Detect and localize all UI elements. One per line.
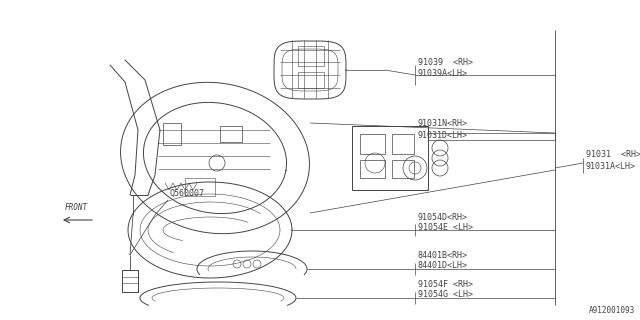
Bar — [392, 160, 414, 178]
Bar — [163, 123, 181, 145]
Text: 84401D<LH>: 84401D<LH> — [418, 261, 468, 270]
Text: FRONT: FRONT — [65, 203, 88, 212]
Text: 91039A<LH>: 91039A<LH> — [418, 69, 468, 78]
Text: 91031A<LH>: 91031A<LH> — [586, 162, 636, 171]
Text: 91054E <LH>: 91054E <LH> — [418, 223, 473, 232]
Text: 84401B<RH>: 84401B<RH> — [418, 251, 468, 260]
Bar — [298, 46, 324, 66]
Bar — [220, 126, 242, 142]
Text: 91031  <RH>: 91031 <RH> — [586, 150, 640, 159]
Bar — [298, 72, 324, 88]
Bar — [392, 134, 414, 154]
Bar — [185, 178, 215, 196]
Bar — [360, 134, 385, 154]
Text: 91031N<RH>: 91031N<RH> — [418, 119, 468, 128]
Text: 91054F <RH>: 91054F <RH> — [418, 280, 473, 289]
Bar — [352, 126, 428, 190]
Bar — [360, 160, 385, 178]
Text: 91054D<RH>: 91054D<RH> — [418, 213, 468, 222]
Text: A912001093: A912001093 — [589, 306, 635, 315]
Text: 91054G <LH>: 91054G <LH> — [418, 290, 473, 299]
Text: 91031D<LH>: 91031D<LH> — [418, 131, 468, 140]
Bar — [122, 270, 138, 292]
Text: Q560007: Q560007 — [170, 189, 205, 198]
Text: 91039  <RH>: 91039 <RH> — [418, 58, 473, 67]
